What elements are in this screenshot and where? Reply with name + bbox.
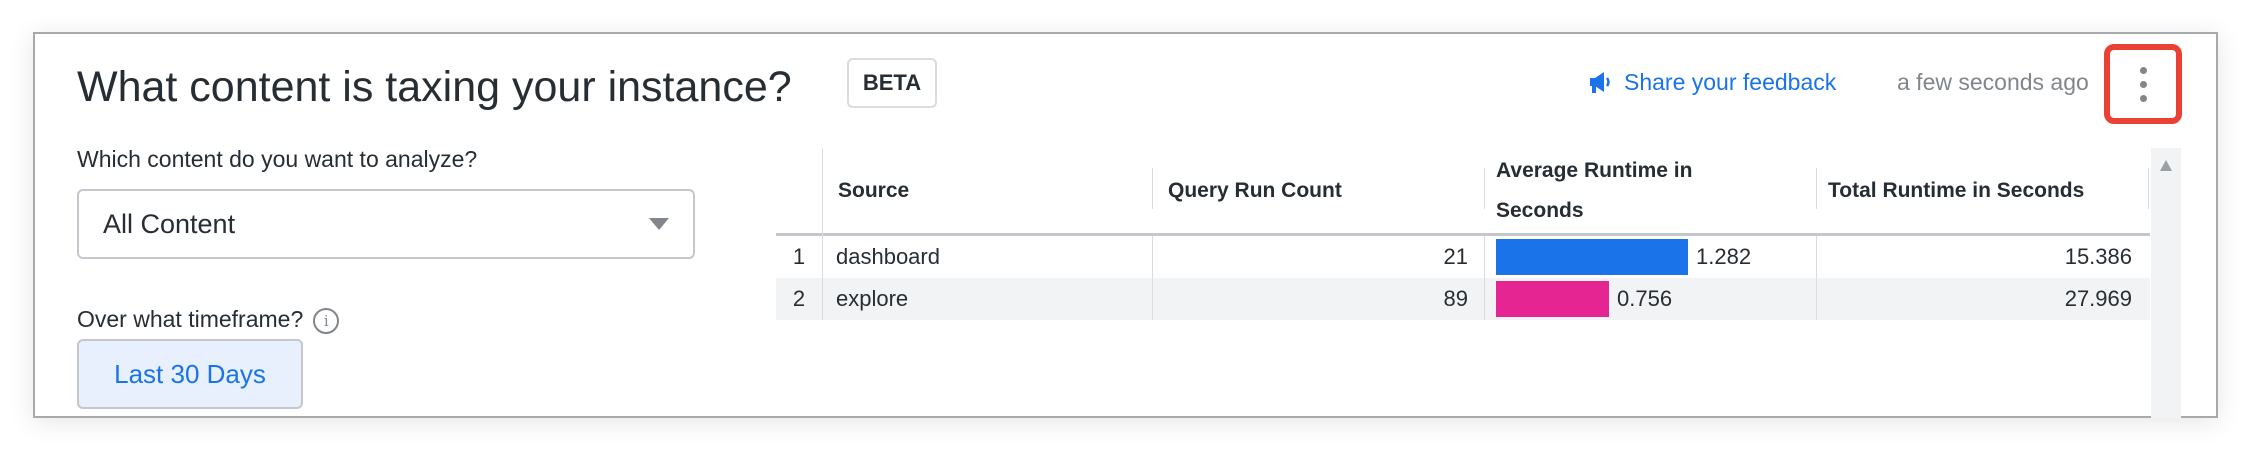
kebab-menu-icon xyxy=(2139,80,2147,88)
table-row[interactable]: 2 explore 89 0.756 27.969 xyxy=(776,278,2150,320)
column-divider xyxy=(2148,168,2149,209)
average-runtime-value: 0.756 xyxy=(1617,286,1673,311)
content-select[interactable]: All Content xyxy=(77,189,695,259)
share-feedback-label: Share your feedback xyxy=(1624,68,1837,95)
content-select-value: All Content xyxy=(103,208,236,239)
column-divider xyxy=(1152,168,1153,209)
column-divider xyxy=(1816,168,1817,209)
average-runtime-cell: 0.756 xyxy=(1496,278,1816,320)
average-runtime-bar xyxy=(1496,239,1688,275)
row-index: 1 xyxy=(792,244,806,269)
header-query-run-count[interactable]: Query Run Count xyxy=(1168,178,1342,202)
content-select-label: Which content do you want to analyze? xyxy=(77,146,478,172)
column-divider xyxy=(1816,236,1817,278)
header-average-runtime-line2: Seconds xyxy=(1496,198,1584,222)
column-divider xyxy=(1152,278,1153,320)
info-icon[interactable]: i xyxy=(313,307,340,334)
timeframe-button[interactable]: Last 30 Days xyxy=(77,339,303,409)
chevron-down-icon xyxy=(649,218,669,230)
source-cell: explore xyxy=(836,286,909,311)
total-runtime-cell: 27.969 xyxy=(2064,286,2132,311)
header-average-runtime[interactable]: Average Runtime in Seconds xyxy=(1484,148,1816,233)
scroll-up-arrow-icon[interactable] xyxy=(2160,160,2172,171)
average-runtime-bar xyxy=(1496,281,1609,317)
timeframe-label-text: Over what timeframe? xyxy=(77,306,304,332)
header-average-runtime-line1: Average Runtime in xyxy=(1496,158,1693,182)
average-runtime-value: 1.282 xyxy=(1696,244,1752,269)
column-divider xyxy=(1152,236,1153,278)
row-index: 2 xyxy=(792,286,806,311)
source-cell: dashboard xyxy=(836,244,940,269)
column-divider xyxy=(1816,278,1817,320)
average-runtime-cell: 1.282 xyxy=(1496,236,1816,278)
table-scrollbar[interactable] xyxy=(2151,148,2181,418)
column-divider xyxy=(822,236,823,278)
more-options-button[interactable] xyxy=(2104,44,2182,124)
last-updated-timestamp: a few seconds ago xyxy=(1897,69,2089,95)
kebab-menu-icon xyxy=(2139,66,2147,74)
query-count-cell: 21 xyxy=(1443,244,1468,269)
table-row[interactable]: 1 dashboard 21 1.282 15.386 xyxy=(776,236,2150,278)
share-feedback-link[interactable]: Share your feedback xyxy=(1588,64,1836,100)
column-divider xyxy=(1484,236,1485,278)
column-divider xyxy=(822,278,823,320)
page-title: What content is taxing your instance? xyxy=(77,63,792,111)
column-divider xyxy=(1484,168,1485,209)
header-total-runtime[interactable]: Total Runtime in Seconds xyxy=(1828,178,2085,202)
megaphone-icon xyxy=(1590,72,1610,93)
column-divider xyxy=(822,148,823,320)
query-count-cell: 89 xyxy=(1443,286,1468,311)
content-analysis-card: What content is taxing your instance? BE… xyxy=(33,32,2218,418)
kebab-menu-icon xyxy=(2139,94,2147,102)
table-header: Source Query Run Count Average Runtime i… xyxy=(776,148,2150,320)
beta-badge: BETA xyxy=(847,58,937,108)
total-runtime-cell: 15.386 xyxy=(2064,244,2132,269)
header-source[interactable]: Source xyxy=(838,178,910,202)
column-divider xyxy=(1484,278,1485,320)
timeframe-label: Over what timeframe? i xyxy=(77,306,340,334)
